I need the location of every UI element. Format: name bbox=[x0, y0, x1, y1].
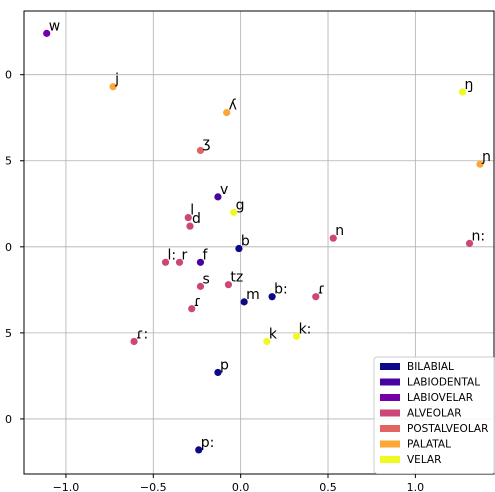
point-label: ʒ bbox=[202, 135, 210, 151]
data-point bbox=[465, 239, 474, 247]
legend-swatch bbox=[380, 440, 400, 448]
point-label: m bbox=[246, 287, 260, 303]
y-tick-label: 5 bbox=[5, 327, 12, 340]
legend-label: LABIOVELAR bbox=[407, 392, 473, 404]
data-point bbox=[43, 29, 51, 37]
legend-label: PALATAL bbox=[407, 439, 451, 451]
data-point bbox=[130, 337, 138, 346]
legend-swatch bbox=[380, 425, 400, 432]
data-point bbox=[214, 368, 222, 377]
data-point bbox=[235, 244, 243, 253]
data-point bbox=[184, 213, 192, 222]
legend-swatch bbox=[380, 456, 400, 463]
legend-label: ALVEOLAR bbox=[407, 408, 462, 420]
y-tick-label: 5 bbox=[5, 155, 12, 168]
point-label: j bbox=[114, 72, 119, 88]
data-point bbox=[186, 222, 194, 230]
point-label: b: bbox=[274, 282, 288, 298]
data-point bbox=[188, 305, 196, 313]
point-label: ɾ: bbox=[136, 326, 148, 342]
point-label: p bbox=[220, 357, 229, 373]
point-label: v bbox=[220, 182, 228, 198]
legend-swatch bbox=[380, 378, 400, 386]
legend-label: LABIODENTAL bbox=[407, 377, 480, 389]
data-point bbox=[292, 332, 301, 340]
point-label: b bbox=[241, 234, 250, 250]
x-tick-label: 1.0 bbox=[407, 481, 425, 492]
legend: BILABIAL LABIODENTAL LABIOVELAR ALVEOLAR POS… bbox=[373, 356, 495, 474]
data-point bbox=[312, 293, 320, 301]
legend-swatch bbox=[380, 409, 400, 417]
y-tick-label: 0 bbox=[5, 69, 12, 82]
data-point bbox=[161, 258, 170, 266]
x-tick-label: −1.0 bbox=[53, 481, 80, 492]
point-label: r bbox=[182, 247, 188, 263]
plot-area-frame bbox=[23, 10, 495, 475]
point-label: g bbox=[236, 197, 245, 213]
data-point bbox=[223, 108, 231, 117]
legend-label: POSTALVEOLAR bbox=[407, 423, 488, 435]
point-label: ŋ bbox=[465, 77, 474, 93]
data-point bbox=[224, 281, 233, 289]
data-point bbox=[196, 258, 205, 266]
point-label: w bbox=[49, 18, 60, 34]
data-point bbox=[329, 234, 337, 242]
data-point bbox=[214, 193, 222, 201]
data-points: w j ŋ ʎ ʒ ɲ vg ld n n: b l: r f tz s b: ɾ m ɾ k: k ɾ: p p: bbox=[43, 18, 491, 454]
point-label: l bbox=[190, 203, 194, 219]
legend-label: BILABIAL bbox=[407, 361, 454, 373]
y-tick-label: 0 bbox=[5, 241, 12, 254]
legend-label: VELAR bbox=[407, 454, 441, 466]
legend-swatch bbox=[380, 394, 400, 401]
point-label: k bbox=[269, 326, 278, 342]
legend-box bbox=[373, 356, 495, 474]
data-point bbox=[268, 293, 276, 301]
point-label: n bbox=[335, 223, 344, 239]
data-point bbox=[196, 146, 205, 155]
x-tick-label: 0.5 bbox=[319, 481, 337, 492]
grid-lines bbox=[24, 11, 494, 474]
x-tick-label: −0.5 bbox=[140, 481, 167, 492]
legend-swatch bbox=[380, 363, 400, 370]
point-label: f bbox=[202, 247, 208, 263]
point-label: l: bbox=[168, 247, 177, 263]
axis-ticks: −1.0 −0.5 0.0 0.5 1.0 0 5 0 5 0 bbox=[5, 69, 424, 492]
point-label: k: bbox=[299, 321, 312, 337]
data-point bbox=[109, 83, 117, 91]
point-label: ɲ bbox=[481, 149, 491, 165]
point-label: ɾ bbox=[194, 294, 201, 310]
point-label: n: bbox=[472, 228, 486, 244]
point-label: ɾ bbox=[318, 282, 325, 298]
data-point bbox=[175, 258, 184, 266]
point-label: tz bbox=[230, 270, 243, 286]
y-tick-label: 0 bbox=[5, 413, 12, 426]
point-label: p: bbox=[201, 435, 215, 451]
data-point bbox=[230, 208, 238, 216]
point-label: ʎ bbox=[229, 98, 237, 114]
point-label: s bbox=[202, 271, 209, 287]
data-point bbox=[196, 282, 205, 290]
data-point bbox=[476, 160, 484, 168]
x-tick-label: 0.0 bbox=[232, 481, 250, 492]
data-point bbox=[263, 337, 271, 346]
data-point bbox=[195, 446, 203, 454]
point-label: d bbox=[192, 211, 201, 227]
data-point bbox=[458, 88, 467, 96]
data-point bbox=[240, 298, 248, 306]
